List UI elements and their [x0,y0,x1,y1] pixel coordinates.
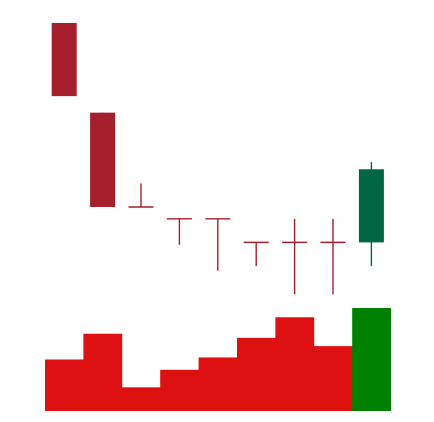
volume-bar [45,359,84,411]
volume-bar [237,337,276,411]
candle [358,162,384,266]
volume-bar [352,308,391,411]
candle [128,183,154,208]
candles-layer [51,23,384,295]
candle [320,218,346,295]
volume-bar [160,369,199,411]
candle [282,218,308,295]
candle [90,112,116,207]
volume-bar [313,346,353,411]
volume-bar [83,333,123,411]
volume-layer [45,308,391,411]
candle [243,241,269,266]
candle [166,218,192,245]
candle-body [90,112,116,207]
candle [51,23,77,97]
volume-bar [275,317,315,411]
volume-bar [198,357,238,411]
candle-body [358,169,384,243]
candle-body [51,23,77,97]
candle [205,218,231,271]
volume-bar [121,387,161,411]
